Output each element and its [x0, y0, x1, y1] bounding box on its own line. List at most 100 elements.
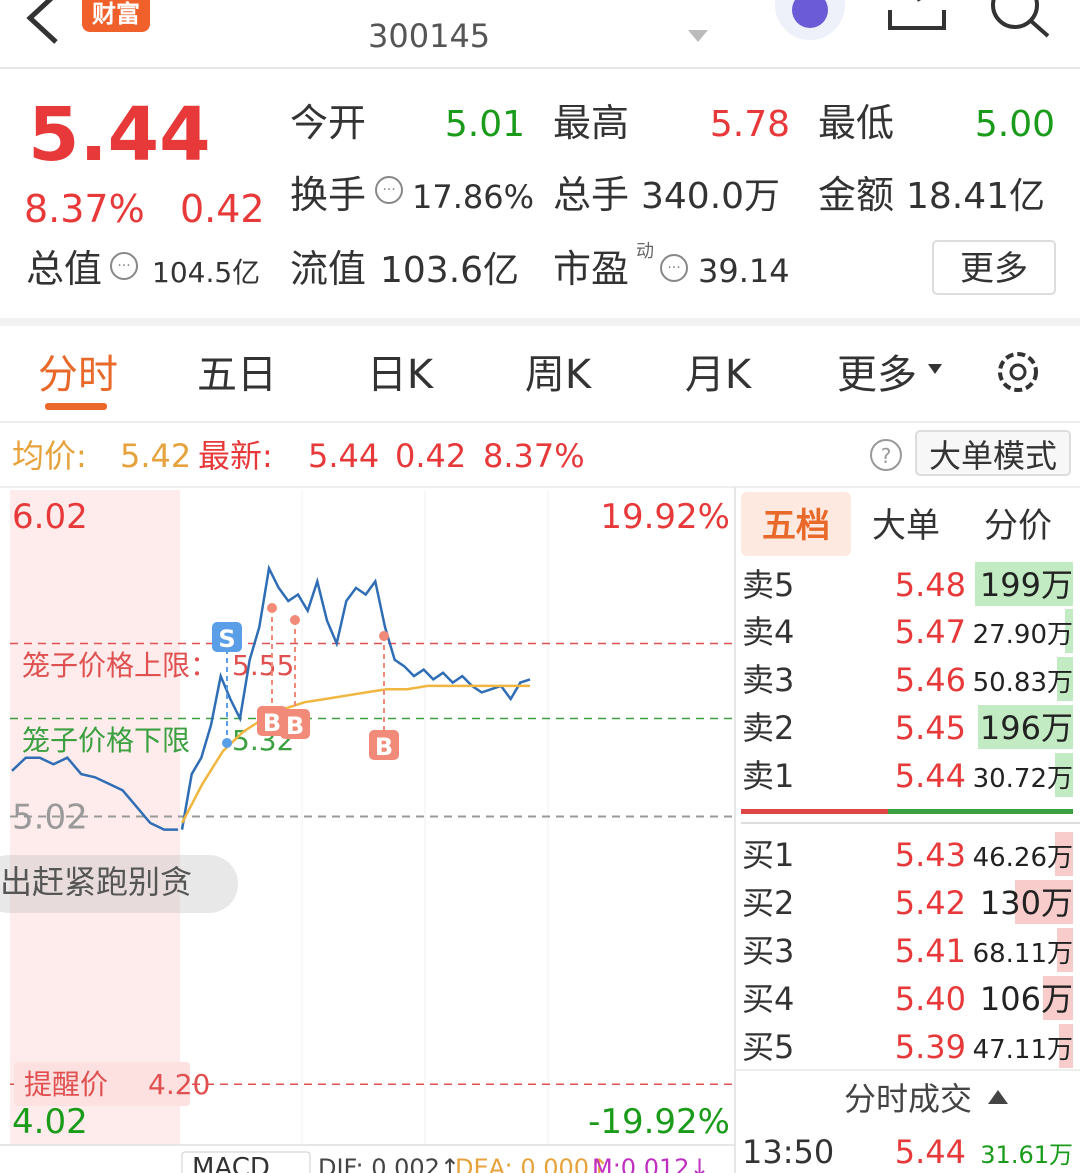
marker-dot	[379, 631, 389, 641]
field-superscript: 动	[636, 241, 654, 262]
price-line	[11, 756, 178, 831]
y-tick-label: 6.02	[12, 497, 88, 537]
book-price: 5.43	[895, 836, 966, 874]
latest-change: 0.42	[395, 437, 466, 475]
book-label: 卖3	[742, 661, 794, 699]
trade-marker-label: B	[263, 709, 281, 737]
more-button-text: 更多	[960, 249, 1028, 289]
book-label: 买5	[742, 1028, 794, 1066]
book-tab[interactable]: 大单	[872, 506, 940, 546]
field-value: 17.86%	[412, 178, 534, 216]
latest-change-pct: 8.37%	[483, 437, 585, 475]
reference-label: 笼子价格下限	[22, 724, 190, 757]
change: 0.42	[180, 187, 265, 231]
y2-tick-label: 19.92%	[600, 497, 730, 537]
search-icon[interactable]	[991, 0, 1039, 29]
tab[interactable]: 周K	[525, 352, 593, 398]
indicator-select[interactable]	[181, 1151, 311, 1173]
trades-title[interactable]: 分时成交	[844, 1080, 972, 1118]
trade-marker[interactable]	[369, 730, 399, 760]
trade-marker-label: S	[218, 625, 235, 653]
tab[interactable]: 日K	[367, 352, 435, 398]
volume-bar	[1015, 880, 1073, 924]
trade-price: 5.44	[895, 1133, 966, 1171]
field-value: 5.78	[710, 104, 790, 145]
field-label: 最高	[553, 101, 629, 145]
volume-bar	[1065, 609, 1073, 653]
avg-value: 5.42	[120, 437, 191, 475]
book-label: 买1	[742, 836, 794, 874]
info-icon[interactable]	[660, 254, 688, 282]
book-volume: 50.83万	[973, 668, 1073, 698]
dropdown-icon[interactable]	[688, 30, 708, 42]
book-label: 买2	[742, 884, 794, 922]
volume-bar	[1043, 976, 1073, 1020]
book-price: 5.41	[895, 932, 966, 970]
book-tab[interactable]: 分价	[984, 506, 1052, 546]
volume-bar	[1059, 1024, 1073, 1068]
mode-button[interactable]	[915, 430, 1071, 476]
book-volume: 30.72万	[973, 764, 1073, 794]
tab[interactable]: 分时	[38, 352, 118, 398]
info-icon[interactable]	[110, 252, 138, 280]
trades-toggle[interactable]	[988, 1090, 1008, 1104]
share-icon[interactable]	[888, 0, 946, 30]
avatar-face	[792, 0, 828, 28]
price-line	[180, 564, 531, 830]
book-volume: 47.11万	[973, 1035, 1073, 1065]
macd-name: MACD	[192, 1153, 270, 1173]
marker-dot	[267, 603, 277, 613]
info-icon-dots: ···	[382, 182, 395, 198]
macd-dea: DEA: 0.000↑	[455, 1154, 609, 1173]
tab[interactable]: 五日	[197, 352, 277, 398]
trade-marker[interactable]	[280, 709, 310, 739]
tab-dropdown-icon[interactable]	[928, 364, 942, 374]
field-value: 104.5亿	[152, 256, 260, 289]
trade-marker[interactable]	[212, 622, 242, 652]
volume-bar	[975, 562, 1073, 606]
tab[interactable]: 更多	[837, 352, 917, 398]
trade-marker[interactable]	[257, 706, 287, 736]
y-tick-label: 4.02	[12, 1102, 88, 1142]
book-volume: 68.11万	[973, 939, 1073, 969]
tab[interactable]: 月K	[685, 352, 753, 398]
danmaku-text: 出赶紧跑别贪	[0, 863, 192, 901]
tab-underline	[45, 403, 107, 410]
book-tab[interactable]: 五档	[762, 506, 830, 546]
info-icon[interactable]	[375, 176, 403, 204]
more-button[interactable]	[932, 240, 1056, 295]
field-label: 流值	[290, 247, 366, 291]
trade-marker-label: B	[286, 712, 304, 740]
marker-dot	[290, 615, 300, 625]
field-value: 5.00	[975, 104, 1055, 145]
logo[interactable]	[82, 0, 150, 32]
book-label: 买4	[742, 980, 794, 1018]
danmaku-bubble	[0, 855, 238, 913]
trade-volume: 31.61万	[980, 1141, 1073, 1169]
y2-tick-label: -19.92%	[588, 1102, 730, 1142]
book-price: 5.42	[895, 884, 966, 922]
help-icon-mark: ?	[881, 444, 892, 468]
field-label: 金额	[818, 173, 894, 217]
latest-value: 5.44	[308, 437, 379, 475]
section-band	[0, 318, 1080, 326]
volume-bar	[1055, 832, 1073, 876]
book-volume: 199万	[980, 566, 1073, 604]
back-icon[interactable]	[26, 0, 58, 44]
marker-dot	[222, 738, 232, 748]
field-value: 103.6亿	[380, 250, 519, 291]
intraday-chart: 4.02 5.02 6.02 -19.92% 19.92% 笼子价格上限： 5.55 笼子价格…	[0, 497, 732, 1142]
help-icon[interactable]	[870, 439, 902, 471]
mode-button-text: 大单模式	[929, 437, 1057, 475]
change-pct: 8.37%	[24, 187, 145, 231]
tabs: 分时 五日 日K 周K 月K 更多	[38, 352, 942, 398]
latest-label: 最新:	[198, 437, 273, 475]
book-price: 5.45	[895, 709, 966, 747]
info-icon-dots: ···	[667, 260, 680, 276]
book-volume: 106万	[980, 980, 1073, 1018]
settings-icon[interactable]	[998, 352, 1038, 392]
volume-bar	[1057, 657, 1073, 701]
